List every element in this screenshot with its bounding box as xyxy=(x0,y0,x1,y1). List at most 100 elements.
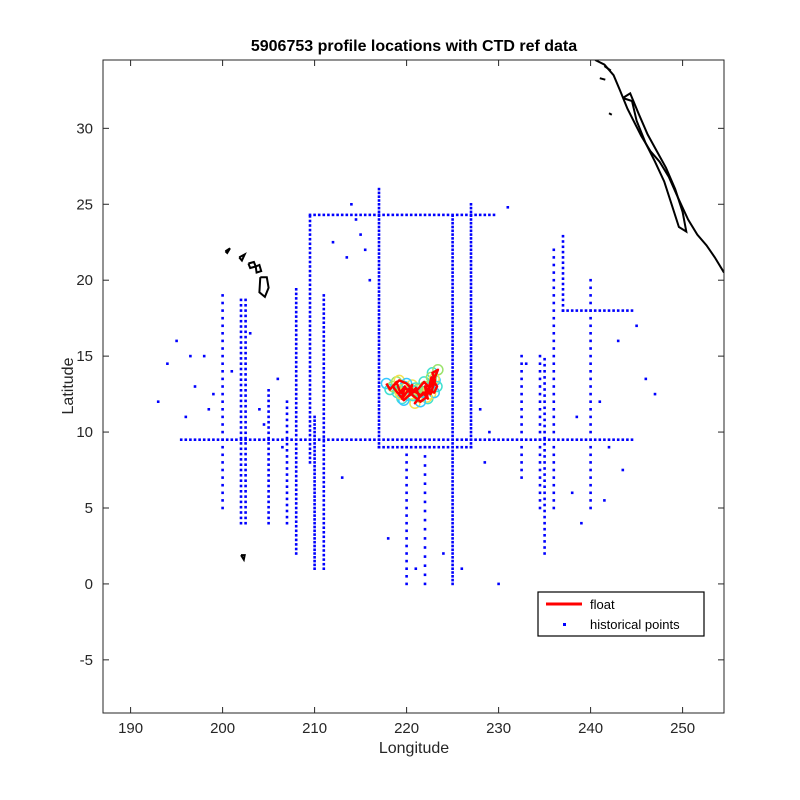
chart-title: 5906753 profile locations with CTD ref d… xyxy=(251,38,577,55)
historical-point xyxy=(377,244,381,248)
historical-point xyxy=(285,491,289,495)
historical-point xyxy=(377,286,381,290)
historical-point xyxy=(322,517,326,520)
historical-point xyxy=(313,499,316,502)
historical-point xyxy=(589,332,592,335)
historical-point xyxy=(451,559,454,563)
historical-point xyxy=(294,424,298,428)
y-tick-label: 15 xyxy=(76,348,93,365)
historical-point xyxy=(239,431,243,435)
historical-point xyxy=(184,438,188,441)
historical-point xyxy=(313,495,316,498)
historical-point xyxy=(400,445,404,449)
historical-point xyxy=(451,544,454,548)
historical-point xyxy=(221,423,224,426)
historical-point xyxy=(552,453,556,457)
historical-point xyxy=(451,423,454,426)
historical-point xyxy=(308,401,312,405)
historical-point xyxy=(267,495,270,498)
historical-point xyxy=(175,339,178,343)
historical-point xyxy=(313,518,316,521)
historical-point xyxy=(414,567,418,570)
historical-point xyxy=(285,467,289,470)
historical-point xyxy=(538,362,542,365)
historical-point xyxy=(561,304,565,307)
historical-point xyxy=(239,404,243,408)
historical-point xyxy=(308,351,312,355)
historical-point xyxy=(653,392,657,396)
historical-point xyxy=(221,392,224,396)
historical-point xyxy=(520,362,523,365)
historical-point xyxy=(308,397,312,400)
historical-point xyxy=(377,335,381,339)
historical-point xyxy=(451,582,454,586)
historical-point xyxy=(469,221,473,225)
historical-point xyxy=(382,445,385,449)
historical-point xyxy=(294,329,298,332)
historical-point xyxy=(244,357,247,360)
historical-point xyxy=(469,354,473,358)
historical-point xyxy=(327,213,330,217)
historical-point xyxy=(377,404,381,407)
historical-point xyxy=(308,370,312,373)
historical-point xyxy=(442,213,445,217)
historical-point xyxy=(244,399,247,403)
historical-point xyxy=(451,316,454,320)
historical-point xyxy=(451,552,454,555)
historical-point xyxy=(474,438,477,441)
historical-point xyxy=(552,408,556,411)
historical-point xyxy=(570,438,574,441)
historical-point xyxy=(561,298,565,302)
historical-point xyxy=(451,343,454,346)
historical-point xyxy=(221,347,224,350)
historical-point xyxy=(308,360,312,364)
legend-historical-label: historical points xyxy=(590,617,680,632)
historical-point xyxy=(561,240,565,243)
historical-point xyxy=(350,203,353,206)
historical-point xyxy=(451,468,454,472)
historical-point xyxy=(267,452,270,456)
historical-point xyxy=(543,370,546,373)
historical-point xyxy=(267,426,270,429)
historical-point xyxy=(267,468,270,472)
historical-point xyxy=(193,438,197,441)
historical-point xyxy=(244,378,247,381)
historical-point xyxy=(377,427,381,430)
historical-point xyxy=(451,320,454,324)
historical-point xyxy=(589,400,592,403)
historical-point xyxy=(239,495,243,498)
historical-point xyxy=(308,415,312,419)
historical-point xyxy=(308,438,312,441)
historical-point xyxy=(308,452,312,455)
historical-point xyxy=(414,213,418,217)
historical-point xyxy=(469,404,473,407)
historical-point xyxy=(322,462,326,466)
historical-point xyxy=(469,392,473,396)
historical-point xyxy=(313,438,316,441)
historical-point xyxy=(469,203,473,206)
historical-point xyxy=(267,511,270,514)
historical-point xyxy=(267,474,270,477)
historical-point xyxy=(308,442,312,446)
historical-point xyxy=(239,521,243,525)
historical-point xyxy=(451,389,454,392)
historical-point xyxy=(377,225,381,229)
historical-point xyxy=(469,324,473,328)
historical-point xyxy=(221,430,224,434)
historical-point xyxy=(377,187,381,191)
historical-point xyxy=(313,533,316,536)
historical-point xyxy=(377,275,381,278)
historical-point xyxy=(377,256,381,259)
historical-point xyxy=(469,294,473,297)
historical-point xyxy=(322,438,326,441)
y-tick-label: -5 xyxy=(80,652,93,669)
historical-point xyxy=(469,282,473,286)
historical-point xyxy=(294,547,298,551)
historical-point xyxy=(294,520,298,523)
historical-point xyxy=(244,431,247,435)
historical-point xyxy=(520,408,523,411)
historical-point xyxy=(294,411,298,414)
historical-point xyxy=(414,445,418,449)
historical-point xyxy=(423,482,427,485)
historical-point xyxy=(423,464,427,467)
